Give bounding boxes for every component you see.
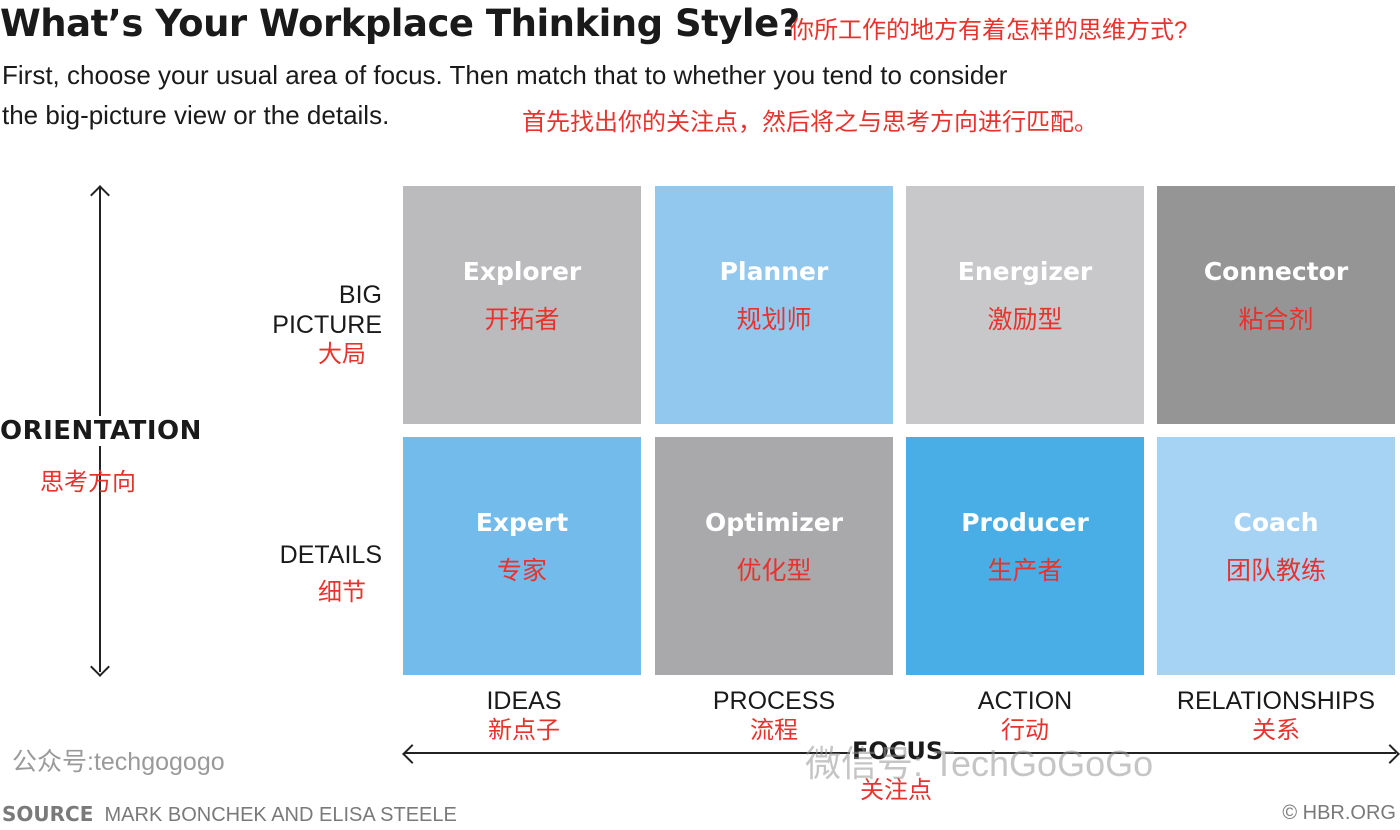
column-label-relationships: RELATIONSHIPS 关系 [1157, 686, 1395, 746]
copyright: © HBR.ORG [1282, 802, 1396, 824]
column-label-ideas: IDEAS 新点子 [405, 686, 643, 746]
cell-energizer-translation: 激励型 [987, 305, 1063, 334]
cell-expert-translation: 专家 [496, 556, 547, 585]
arrow-left-icon [402, 744, 422, 764]
cell-coach-name: Coach [1233, 507, 1319, 537]
row-label-details-line1: DETAILS [279, 541, 382, 569]
page-title-translation: 你所工作的地方有着怎样的思维方式? [790, 17, 1188, 44]
cell-optimizer-name: Optimizer [704, 507, 844, 537]
watermark-right: 微信号: TechGoGoGo [805, 743, 1154, 784]
source-credit: SOURCE MARK BONCHEK AND ELISA STEELE [2, 802, 457, 827]
cell-optimizer: Optimizer 优化型 [655, 437, 893, 675]
cell-optimizer-translation: 优化型 [736, 556, 812, 585]
cell-explorer-translation: 开拓者 [484, 305, 560, 334]
arrow-down-icon [90, 657, 110, 677]
cell-expert-name: Expert [475, 507, 569, 537]
arrow-right-icon [1380, 744, 1400, 764]
cell-connector-translation: 粘合剂 [1238, 305, 1314, 334]
column-label-action-text: ACTION [977, 687, 1073, 715]
cell-producer-translation: 生产者 [987, 556, 1063, 585]
column-label-process-text: PROCESS [712, 687, 836, 715]
column-label-action: ACTION 行动 [906, 686, 1144, 746]
cell-energizer: Energizer 激励型 [906, 186, 1144, 424]
row-label-big-picture-line2: PICTURE [272, 311, 382, 339]
row-label-details: DETAILS 细节 [280, 540, 382, 608]
orientation-axis-label-translation: 思考方向 [40, 469, 136, 496]
cell-coach-translation: 团队教练 [1225, 556, 1326, 585]
cell-energizer-name: Energizer [957, 256, 1093, 286]
column-label-action-translation: 行动 [1001, 717, 1049, 744]
page-title: What’s Your Workplace Thinking Style? [0, 2, 800, 45]
column-label-relationships-text: RELATIONSHIPS [1176, 687, 1376, 715]
watermark-left: 公众号:techgogogo [12, 748, 225, 776]
focus-axis-label: FOCUS [850, 737, 946, 765]
row-label-big-picture-translation: 大局 [318, 341, 366, 368]
row-label-big-picture-line1: BIG [338, 281, 382, 309]
focus-axis-label-translation: 关注点 [860, 777, 932, 804]
source-text: MARK BONCHEK AND ELISA STEELE [104, 804, 457, 826]
cell-coach: Coach 团队教练 [1157, 437, 1395, 675]
column-label-ideas-translation: 新点子 [488, 717, 560, 744]
column-label-process: PROCESS 流程 [655, 686, 893, 746]
cell-planner-name: Planner [719, 256, 829, 286]
source-label: SOURCE [2, 802, 94, 826]
cell-expert: Expert 专家 [403, 437, 641, 675]
cell-planner: Planner 规划师 [655, 186, 893, 424]
subtitle-translation: 首先找出你的关注点，然后将之与思考方向进行匹配。 [522, 109, 1098, 136]
subtitle-line-2: the big-picture view or the details. [2, 100, 390, 130]
cell-producer-name: Producer [961, 507, 1089, 537]
subtitle-line-1: First, choose your usual area of focus. … [2, 60, 1008, 90]
orientation-axis-label: ORIENTATION [0, 416, 202, 446]
cell-explorer: Explorer 开拓者 [403, 186, 641, 424]
row-label-details-translation: 细节 [318, 579, 366, 606]
column-label-relationships-translation: 关系 [1252, 717, 1300, 744]
cell-producer: Producer 生产者 [906, 437, 1144, 675]
column-label-process-translation: 流程 [750, 717, 798, 744]
column-label-ideas-text: IDEAS [486, 687, 562, 715]
arrow-up-icon [90, 185, 110, 205]
cell-connector: Connector 粘合剂 [1157, 186, 1395, 424]
cell-explorer-name: Explorer [462, 256, 582, 286]
row-label-big-picture: BIG PICTURE 大局 [272, 280, 382, 370]
cell-connector-name: Connector [1203, 256, 1349, 286]
cell-planner-translation: 规划师 [736, 305, 812, 334]
